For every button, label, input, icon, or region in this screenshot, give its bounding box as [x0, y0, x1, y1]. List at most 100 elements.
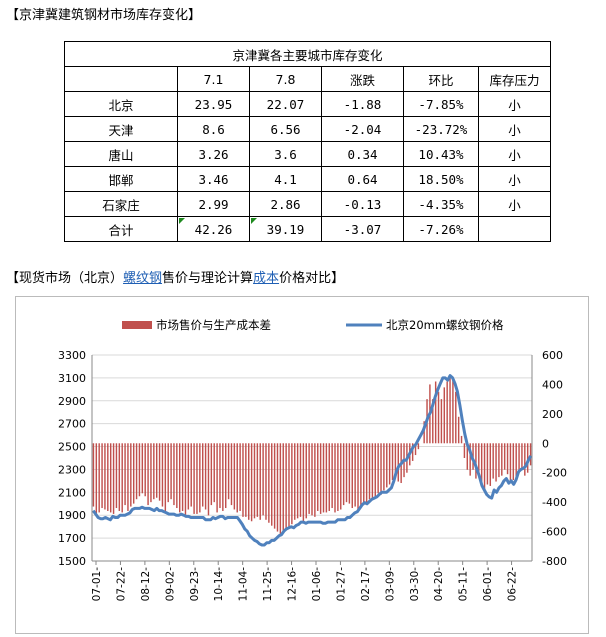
bar [253, 443, 256, 519]
bar [380, 443, 382, 495]
ratio-cell: -7.85% [403, 91, 479, 117]
change-cell: -0.13 [321, 191, 404, 217]
pressure-cell: 小 [478, 91, 551, 117]
bar [512, 443, 515, 481]
bar [383, 443, 385, 491]
change-cell: 0.34 [321, 141, 404, 167]
x-tick-label: 01-06- [311, 567, 323, 602]
bar [176, 443, 178, 509]
bar [256, 443, 259, 517]
bar [181, 443, 184, 511]
bar [279, 443, 282, 535]
bar-series [92, 375, 532, 535]
table-row: 天津 8.6 6.56 -2.04 -23.72% 小 [64, 116, 551, 142]
bar [132, 443, 135, 504]
y-left-tick-label: 2500 [58, 441, 86, 454]
value-cell: 42.26 [177, 216, 250, 242]
pressure-cell [478, 216, 551, 242]
bar [216, 443, 218, 513]
column-header [64, 66, 178, 92]
cost-link[interactable]: 成本 [253, 271, 280, 286]
x-tick-label: 04-20- [433, 567, 445, 602]
bar [121, 443, 123, 513]
bar [526, 443, 529, 473]
bar [227, 443, 230, 500]
x-tick-label: 11-25- [262, 567, 274, 602]
city-cell: 邯郸 [64, 166, 178, 192]
bar [311, 443, 313, 516]
bar [440, 399, 443, 444]
bar [236, 443, 238, 513]
bar [115, 443, 118, 509]
value-cell: 23.95 [177, 91, 250, 117]
bar [317, 443, 319, 511]
y-right-tick-label: -400 [542, 496, 567, 509]
bar [365, 443, 368, 503]
value-cell: 2.86 [249, 191, 322, 217]
bar [394, 443, 397, 478]
column-header: 7.8 [249, 66, 322, 92]
bar [271, 443, 273, 526]
bar [377, 443, 379, 494]
pressure-cell: 小 [478, 166, 551, 192]
bar [388, 443, 391, 485]
value-cell: 8.6 [177, 116, 250, 142]
bar [259, 443, 261, 520]
inventory-table: 京津冀各主要城市库存变化 7.1 7.8 涨跌 环比 库存压力 北京 23.95… [64, 41, 551, 242]
bar [184, 443, 187, 516]
bar [98, 443, 100, 513]
y-right-tick-label: 0 [542, 437, 549, 450]
rebar-link[interactable]: 螺纹钢 [123, 271, 163, 286]
bar [245, 443, 247, 517]
bar [239, 443, 241, 511]
bar [308, 443, 310, 514]
bar [354, 443, 356, 507]
y-right-tick-label: -200 [542, 467, 567, 480]
bar [268, 443, 270, 523]
ratio-cell: 18.50% [403, 166, 479, 192]
bar [518, 443, 520, 473]
pressure-cell: 小 [478, 116, 551, 142]
bar [107, 443, 109, 511]
bar [506, 443, 509, 475]
legend-swatch-bar [122, 321, 152, 329]
bar [213, 443, 215, 503]
heading-text: 售价与理论计算 [162, 271, 254, 286]
city-cell: 北京 [64, 91, 178, 117]
bar [391, 443, 394, 481]
bar [325, 443, 328, 513]
bar [386, 443, 388, 488]
bar [276, 443, 279, 532]
bar [360, 443, 362, 509]
city-cell: 唐山 [64, 141, 178, 167]
bar [475, 443, 477, 479]
bar [449, 375, 451, 444]
bar [357, 443, 359, 511]
bar [109, 443, 112, 513]
bar [273, 443, 276, 529]
x-tick-label: 07-01- [91, 567, 103, 602]
bar [288, 443, 290, 528]
chart-section-heading: 【现货市场（北京）螺纹钢售价与理论计算成本价格对比】 [6, 267, 344, 286]
inventory-section-heading: 【京津冀建筑钢材市场库存变化】 [6, 8, 202, 23]
bar [178, 443, 181, 513]
bar [524, 443, 526, 476]
chart-frame: 1500 1700 1900 2100 2300 2500 2700 2900 3100 3300… [15, 296, 589, 634]
bar [173, 443, 175, 506]
bar [319, 443, 322, 514]
bar [225, 443, 227, 509]
bar [193, 443, 195, 514]
bar [371, 443, 374, 500]
legend-label: 北京20mm螺纹钢价格 [386, 318, 504, 332]
y-right-tick-label: -600 [542, 526, 567, 539]
bar [351, 443, 353, 509]
value-cell: 3.26 [177, 141, 250, 167]
bar [452, 378, 454, 444]
bar [489, 443, 492, 486]
bar [521, 443, 523, 470]
bar [130, 443, 132, 507]
bar [503, 443, 506, 470]
bar [104, 443, 106, 510]
total-label-cell: 合计 [64, 216, 178, 242]
bar [305, 443, 307, 519]
